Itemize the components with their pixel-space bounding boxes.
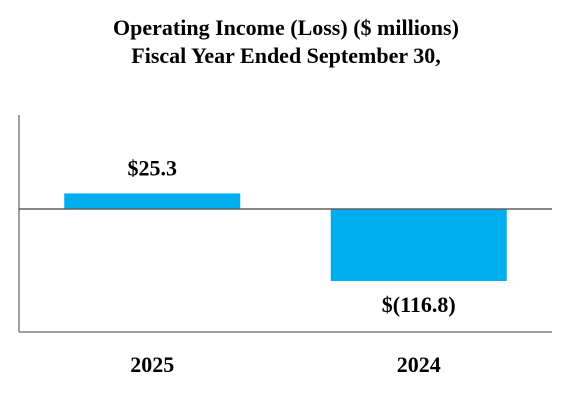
category-label-2024: 2024 <box>397 352 441 377</box>
chart-title-block: Operating Income (Loss) ($ millions) Fis… <box>0 14 572 70</box>
bars-group <box>64 193 507 281</box>
labels-group: $25.3 2025 $(116.8) 2024 <box>128 155 456 377</box>
chart-title: Operating Income (Loss) ($ millions) <box>113 15 459 40</box>
bar-2025 <box>64 193 241 209</box>
data-label-2024: $(116.8) <box>382 292 456 317</box>
chart-subtitle: Fiscal Year Ended September 30, <box>131 43 441 68</box>
data-label-2025: $25.3 <box>128 155 178 180</box>
category-label-2025: 2025 <box>130 352 174 377</box>
bar-2024 <box>330 209 507 281</box>
